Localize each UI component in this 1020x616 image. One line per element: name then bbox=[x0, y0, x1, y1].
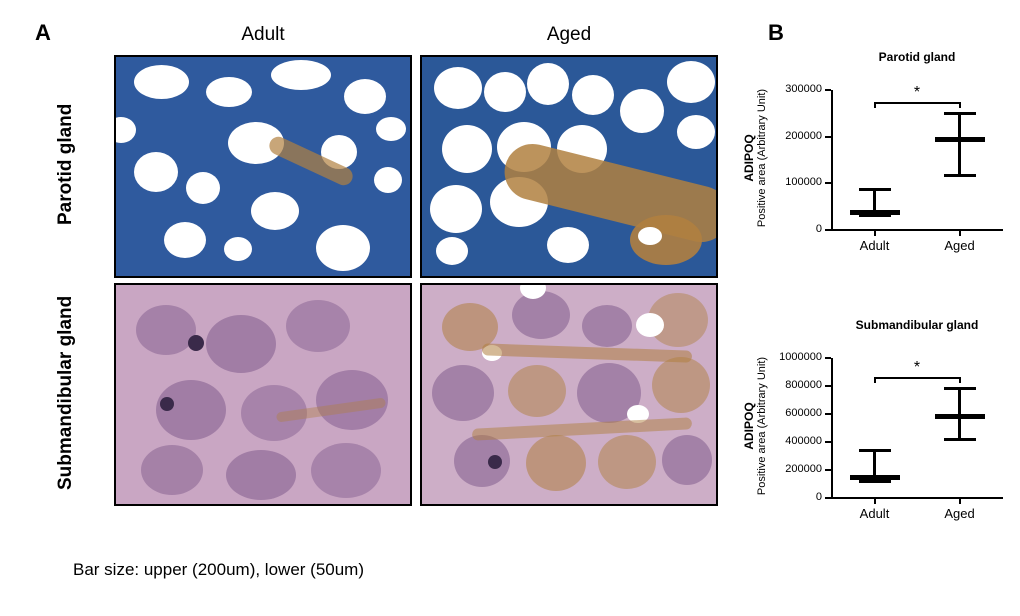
y-tick bbox=[825, 469, 831, 471]
error-cap-upper bbox=[859, 449, 891, 452]
y-tick bbox=[825, 441, 831, 443]
y-tick-label: 200000 bbox=[768, 463, 822, 475]
significance-bracket bbox=[875, 377, 960, 379]
category-label: Adult bbox=[835, 506, 915, 521]
y-tick bbox=[825, 413, 831, 415]
y-axis-label-line2: Positive area (Arbitrary Unit) bbox=[756, 341, 768, 511]
chart-title: Submandibular gland bbox=[822, 318, 1012, 332]
y-tick-label: 600000 bbox=[768, 407, 822, 419]
y-axis-label-line1: ADIPOQ bbox=[742, 341, 756, 511]
error-cap-lower bbox=[859, 480, 891, 483]
mean-marker bbox=[935, 414, 985, 419]
significance-bracket-drop bbox=[874, 377, 876, 383]
mean-marker bbox=[850, 475, 900, 480]
y-tick-label: 0 bbox=[768, 491, 822, 503]
x-axis bbox=[831, 497, 1003, 499]
y-tick-label: 800000 bbox=[768, 379, 822, 391]
significance-star: * bbox=[907, 359, 927, 377]
chart-submandibular: Submandibular gland 0 200000 400000 600000 80… bbox=[0, 0, 1020, 616]
error-cap-lower bbox=[944, 438, 976, 441]
y-tick-label: 400000 bbox=[768, 435, 822, 447]
category-label: Aged bbox=[920, 506, 1000, 521]
y-tick-label: 1000000 bbox=[768, 351, 822, 363]
y-axis bbox=[831, 358, 833, 498]
y-tick bbox=[825, 497, 831, 499]
error-cap-upper bbox=[944, 387, 976, 390]
x-tick bbox=[959, 498, 961, 504]
figure-root: A B Adult Aged Parotid gland Submandibul… bbox=[0, 0, 1020, 616]
y-tick bbox=[825, 385, 831, 387]
significance-bracket-drop bbox=[959, 377, 961, 383]
y-tick bbox=[825, 357, 831, 359]
y-axis-label: ADIPOQPositive area (Arbitrary Unit) bbox=[742, 341, 768, 511]
x-tick bbox=[874, 498, 876, 504]
